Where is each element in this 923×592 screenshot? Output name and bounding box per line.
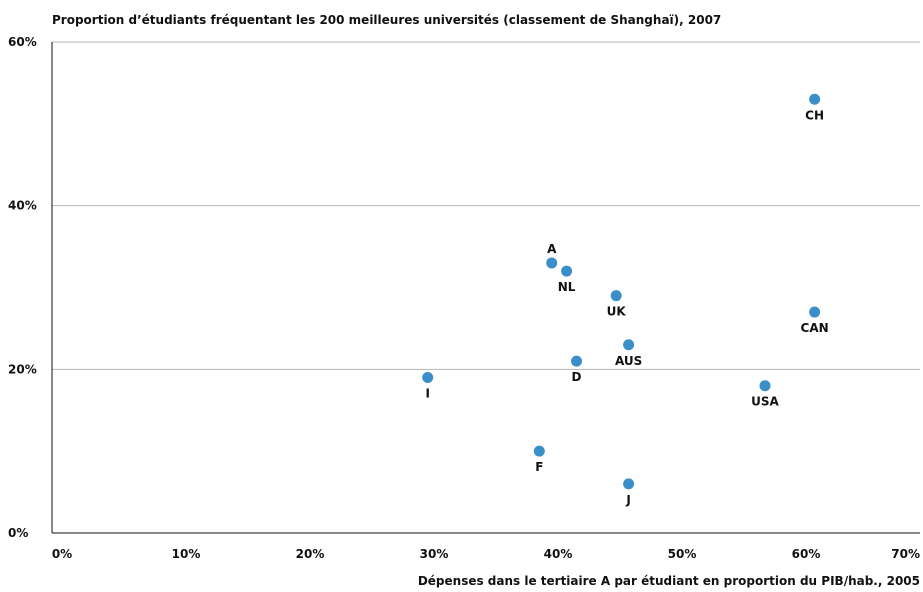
data-point-usa [759, 380, 771, 392]
x-tick-label: 60% [792, 547, 821, 561]
x-axis-label: Dépenses dans le tertiaire A par étudian… [418, 574, 920, 588]
x-tick-label: 40% [544, 547, 573, 561]
x-tick-label: 10% [172, 547, 201, 561]
data-label-d: D [572, 370, 582, 384]
data-label-i: I [425, 387, 429, 401]
y-tick-label: 0% [8, 526, 28, 540]
data-point-uk [610, 290, 622, 302]
data-label-nl: NL [558, 280, 576, 294]
data-label-usa: USA [751, 395, 779, 409]
y-tick-label: 20% [8, 362, 37, 376]
x-tick-label: 30% [420, 547, 449, 561]
data-label-ch: CH [805, 108, 824, 122]
data-label-f: F [535, 460, 543, 474]
data-point-i [422, 372, 434, 384]
data-point-j [623, 478, 635, 490]
gridlines [51, 41, 920, 534]
data-point-aus [623, 339, 635, 351]
chart-title: Proportion d’étudiants fréquentant les 2… [52, 13, 721, 27]
data-point-nl [561, 265, 573, 277]
data-point-d [571, 355, 583, 367]
y-tick-label: 60% [8, 35, 37, 49]
data-label-j: J [625, 493, 630, 507]
x-tick-label: 20% [296, 547, 325, 561]
x-tick-label: 70% [891, 547, 920, 561]
data-label-a: A [547, 242, 557, 256]
data-label-aus: AUS [615, 354, 642, 368]
data-point-ch [809, 93, 821, 105]
y-tick-label: 40% [8, 199, 37, 213]
y-axis-ticks: 0% 20% 40% 60% [8, 35, 37, 540]
x-tick-label: 50% [668, 547, 697, 561]
data-point-can [809, 306, 821, 318]
data-point-a [546, 257, 558, 269]
data-label-uk: UK [607, 305, 627, 319]
x-axis-ticks: 0% 10% 20% 30% 40% 50% 60% 70% [52, 547, 920, 561]
data-label-can: CAN [801, 321, 829, 335]
data-point-f [533, 445, 545, 457]
data-points: CH A NL UK CAN AUS D I USA F J [422, 93, 829, 507]
x-tick-label: 0% [52, 547, 72, 561]
